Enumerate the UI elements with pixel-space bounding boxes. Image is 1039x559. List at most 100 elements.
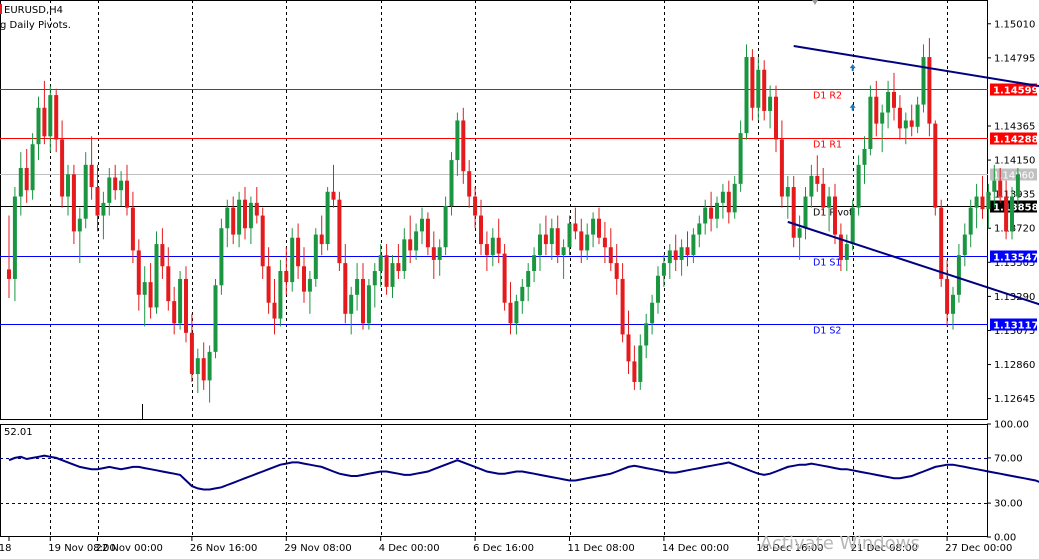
candle-body xyxy=(561,247,566,256)
candle-body xyxy=(939,207,944,279)
level-label: D1 R2 xyxy=(813,91,842,102)
candle-body xyxy=(272,302,277,319)
candle-body xyxy=(597,218,601,238)
candle-body xyxy=(844,244,849,260)
candle-body xyxy=(980,196,985,210)
current-price-label: 1.14060 xyxy=(993,171,1034,182)
candle-body xyxy=(532,255,537,272)
candle-body xyxy=(266,266,271,303)
candle-body xyxy=(254,202,259,216)
candle-body xyxy=(591,218,596,235)
price-axis-label: 1.13075 xyxy=(994,326,1035,337)
candle-body xyxy=(650,302,655,324)
candle-body xyxy=(691,234,696,256)
rsi-series-line xyxy=(8,454,1039,491)
candle-body xyxy=(1015,174,1020,197)
candle-body xyxy=(166,266,171,302)
candle-body xyxy=(933,123,938,208)
candle-body xyxy=(762,69,767,111)
candle-body xyxy=(443,206,448,248)
current-price-tag xyxy=(990,168,1037,181)
candle-body xyxy=(425,218,430,248)
candle-body xyxy=(12,196,17,279)
indicator-label: g Daily Pivots. xyxy=(0,20,71,31)
candle-body xyxy=(302,266,306,292)
candle-body xyxy=(774,96,778,140)
candle-body xyxy=(567,223,572,248)
candle-body xyxy=(343,263,348,314)
candle-body xyxy=(862,148,867,165)
price-axis-label: 1.14150 xyxy=(994,156,1035,167)
level-price-label: 1.13858 xyxy=(993,203,1039,214)
price-axis-label: 1.14365 xyxy=(994,122,1035,133)
candle-body xyxy=(974,196,979,208)
candle-body xyxy=(656,275,660,303)
time-axis-label: 2018 xyxy=(0,543,11,554)
candle-body xyxy=(661,263,666,276)
candle-body xyxy=(815,175,820,184)
symbol-marker-icon xyxy=(0,4,2,14)
candle-body xyxy=(538,234,542,256)
time-axis-label: 27 Dec 00:00 xyxy=(945,543,1012,554)
candle-body xyxy=(113,177,118,191)
candle-body xyxy=(573,223,578,232)
candle-body xyxy=(130,207,135,251)
time-axis-label: 21 Dec 08:00 xyxy=(851,543,918,554)
candle-body xyxy=(956,255,961,295)
candle-body xyxy=(720,191,725,203)
candle-body xyxy=(479,215,483,245)
up-arrow-icon xyxy=(849,64,856,72)
candle-body xyxy=(384,255,389,287)
candle-body xyxy=(797,228,802,238)
rsi-axis-label: 100.00 xyxy=(994,420,1029,431)
shift-marker-icon xyxy=(812,0,818,5)
candle-body xyxy=(89,164,94,188)
candle-body xyxy=(189,332,194,375)
candle-body xyxy=(71,174,76,232)
price-axis-label: 1.14795 xyxy=(994,53,1035,64)
level-price-tag xyxy=(990,250,1037,263)
time-axis-label: 29 Nov 08:00 xyxy=(284,543,351,554)
candle-body xyxy=(945,278,950,314)
candle-body xyxy=(237,199,242,235)
candle-body xyxy=(195,358,200,375)
candle-body xyxy=(732,183,737,213)
candle-body xyxy=(408,239,413,251)
candle-body xyxy=(284,271,289,283)
candle-body xyxy=(1010,196,1014,232)
candle-body xyxy=(119,180,124,191)
candle-body xyxy=(66,174,70,197)
candle-body xyxy=(184,278,188,333)
candle-body xyxy=(148,282,153,308)
level-price-label: 1.14288 xyxy=(993,135,1039,146)
candle-body xyxy=(355,278,360,295)
candle-body xyxy=(325,191,330,245)
candle-body xyxy=(366,285,371,324)
time-axis-label: 18 Dec 16:00 xyxy=(756,543,823,554)
candle-body xyxy=(1004,196,1009,232)
candle-body xyxy=(880,112,885,124)
candle-body xyxy=(101,202,106,216)
candle-body xyxy=(915,104,920,127)
candle-body xyxy=(892,91,896,108)
candle-body xyxy=(750,57,755,108)
candle-body xyxy=(838,234,843,260)
candle-body xyxy=(496,237,501,254)
candle-body xyxy=(927,57,932,124)
candle-body xyxy=(243,199,247,229)
candle-body xyxy=(756,69,761,108)
candle-body xyxy=(60,139,65,197)
candle-body xyxy=(821,183,826,208)
price-axis-label: 1.12645 xyxy=(994,394,1035,405)
candle-body xyxy=(455,120,460,161)
candle-body xyxy=(903,120,908,129)
candle-body xyxy=(414,231,419,251)
level-price-tag xyxy=(990,83,1037,96)
price-axis-label: 1.13720 xyxy=(994,224,1035,235)
candle-body xyxy=(290,237,295,283)
candle-body xyxy=(856,164,861,208)
candle-body xyxy=(992,180,997,192)
rsi-axis-label: 0.00 xyxy=(994,533,1016,544)
price-axis-label: 1.13935 xyxy=(994,190,1035,201)
level-label: D1 Pivot xyxy=(813,208,853,219)
